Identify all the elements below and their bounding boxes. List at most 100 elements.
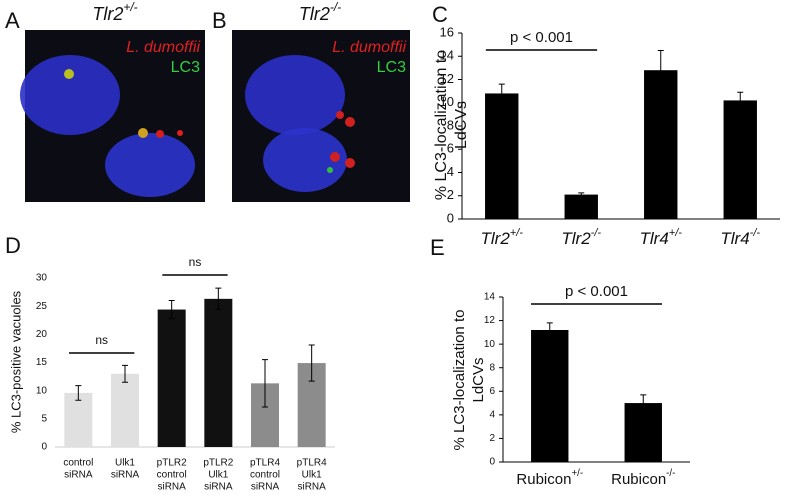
x-tick-label: siRNA: [251, 482, 280, 493]
y-tick-label: 4: [489, 409, 495, 420]
bar: [531, 330, 569, 462]
significance-label: ns: [95, 333, 108, 347]
bar: [644, 70, 678, 219]
y-tick-label: 15: [36, 357, 48, 368]
bar: [564, 194, 598, 219]
title-text: Tlr2: [92, 4, 123, 24]
y-tick-label: 4: [447, 164, 454, 179]
category-superscript: +/-: [669, 227, 683, 239]
category-name: Rubicon: [611, 471, 666, 488]
x-tick-label: Tlr2+/-: [481, 227, 524, 249]
bar: [624, 403, 662, 462]
x-tick-label: pTLR2: [203, 458, 233, 469]
error-bar: [578, 192, 585, 197]
y-tick-label: 2: [447, 187, 454, 202]
bar: [64, 392, 93, 447]
panel-letter: E: [430, 235, 445, 260]
y-tick-label: 5: [41, 413, 47, 424]
category-name: Rubicon: [516, 471, 571, 488]
x-tick-label: Rubicon+/-: [516, 468, 583, 488]
stain-label: L. dumoffii: [332, 39, 406, 56]
category-name: Tlr2: [481, 229, 511, 248]
category-superscript: -/-: [591, 227, 602, 239]
x-tick-label: pTLR2: [157, 458, 187, 469]
error-bar: [308, 344, 315, 382]
error-bar: [657, 49, 664, 91]
y-tick-label: 16: [440, 24, 454, 39]
panel-letter: C: [432, 2, 448, 27]
x-tick-label: siRNA: [64, 470, 93, 481]
bar: [485, 93, 519, 219]
y-tick-label: 0: [489, 457, 495, 468]
category-superscript: +/-: [571, 468, 583, 479]
stain-label: L. dumoffii: [126, 39, 200, 56]
error-bar: [640, 394, 647, 412]
category-superscript: -/-: [666, 468, 675, 479]
y-tick-label: 14: [484, 292, 496, 303]
x-tick-label: Tlr4+/-: [640, 227, 683, 249]
panel-letter: A: [5, 8, 20, 33]
x-tick-label: Ulk1: [208, 470, 228, 481]
x-tick-label: Tlr4-/-: [720, 227, 760, 249]
x-tick-label: Ulk1: [302, 470, 322, 481]
category-superscript: -/-: [750, 227, 761, 239]
significance-label: p < 0.001: [510, 29, 573, 46]
bar: [111, 373, 139, 447]
y-tick-label: 6: [447, 141, 454, 156]
y-axis-label: % LC3-localization to: [433, 50, 450, 200]
bar: [723, 100, 757, 219]
category-name: Tlr2: [561, 229, 591, 248]
y-tick-label: 12: [440, 71, 454, 86]
y-tick-label: 14: [440, 48, 454, 63]
error-bar: [498, 83, 505, 104]
x-tick-label: siRNA: [111, 470, 140, 481]
x-tick-label: control: [63, 458, 93, 469]
error-bar: [168, 300, 175, 320]
panel-title: Tlr2-/-: [299, 0, 341, 24]
x-tick-label: siRNA: [297, 482, 326, 493]
y-tick-label: 12: [484, 315, 496, 326]
title-text: Tlr2: [299, 4, 330, 24]
y-tick-label: 8: [447, 117, 454, 132]
significance-label: p < 0.001: [565, 283, 628, 300]
x-tick-label: pTLR4: [250, 458, 280, 469]
x-tick-label: Ulk1: [115, 458, 135, 469]
x-tick-label: siRNA: [157, 482, 186, 493]
y-tick-label: 10: [484, 339, 496, 350]
title-superscript: -/-: [330, 0, 341, 14]
y-tick-label: 30: [36, 273, 48, 284]
x-tick-label: Tlr2-/-: [561, 227, 601, 249]
micrograph-b: [232, 30, 410, 202]
panel-letter: B: [212, 8, 227, 33]
error-bar: [215, 287, 222, 311]
x-tick-label: control: [250, 470, 280, 481]
y-tick-label: 25: [36, 301, 48, 312]
y-axis-label: % LC3-positive vacuoles: [8, 290, 23, 433]
y-tick-label: 0: [41, 442, 47, 453]
significance-label: ns: [189, 255, 202, 269]
category-name: Tlr4: [720, 229, 749, 248]
y-axis-label: % LC3-localization to: [451, 310, 468, 451]
y-axis-label: LdCVs: [470, 357, 487, 402]
micrograph-a: [20, 30, 205, 202]
error-bar: [75, 385, 82, 401]
category-name: Tlr4: [640, 229, 669, 248]
error-bar: [546, 322, 553, 338]
x-tick-label: pTLR4: [297, 458, 327, 469]
bar: [157, 309, 186, 447]
x-tick-label: control: [157, 470, 187, 481]
y-tick-label: 0: [447, 210, 454, 225]
stain-label: LC3: [377, 59, 406, 76]
category-superscript: +/-: [510, 227, 524, 239]
error-bar: [122, 364, 128, 383]
y-tick-label: 8: [489, 362, 495, 373]
bar: [204, 298, 233, 447]
y-tick-label: 2: [489, 433, 495, 444]
x-tick-label: Rubicon-/-: [611, 468, 675, 488]
title-superscript: +/-: [123, 0, 137, 14]
panel-letter: D: [5, 233, 21, 258]
y-tick-label: 6: [489, 386, 495, 397]
error-bar: [262, 359, 268, 408]
panel-title: Tlr2+/-: [92, 0, 137, 24]
